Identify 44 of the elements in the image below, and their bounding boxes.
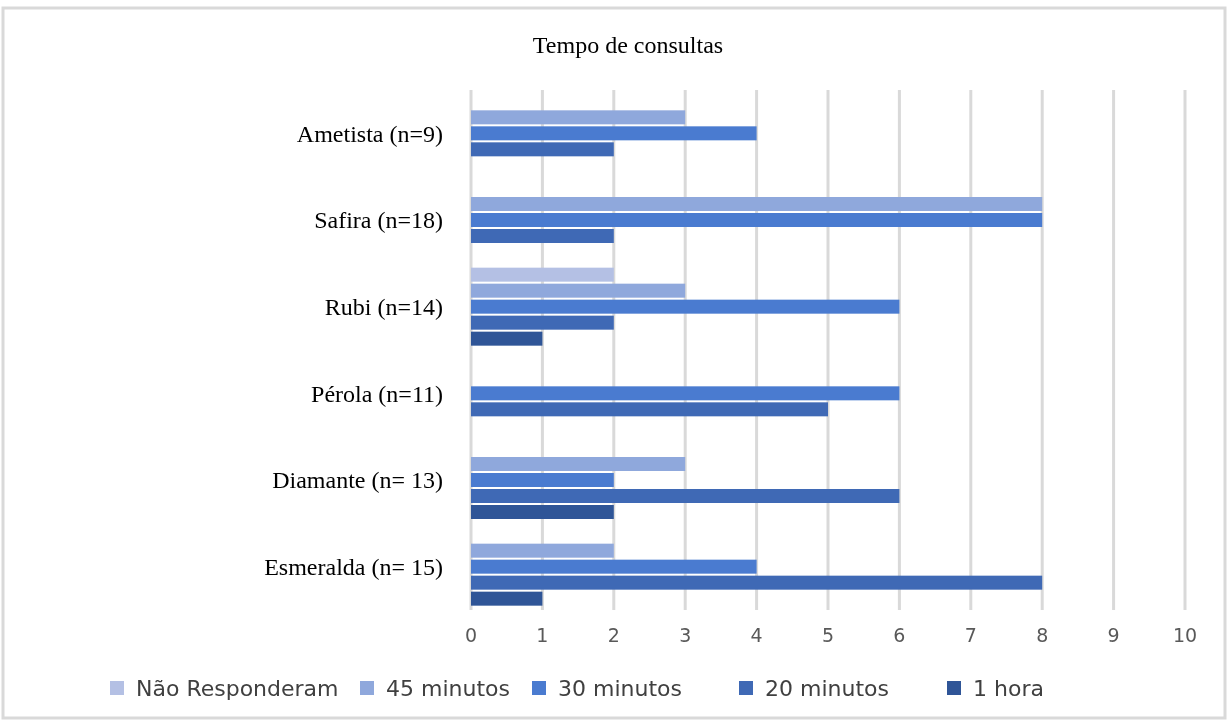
bar [471,197,1043,211]
bar [471,591,543,606]
x-tick-label: 4 [750,624,763,646]
bar [471,142,614,157]
y-tick-label: Diamante (n= 13) [272,467,443,494]
bar [471,559,757,574]
bar [471,489,900,503]
x-tick-label: 1 [536,624,549,646]
bar [471,543,614,558]
x-tick-label: 9 [1107,624,1120,646]
y-tick-label: Rubi (n=14) [324,294,443,321]
x-tick-label: 0 [464,624,478,646]
x-tick-label: 7 [964,624,977,646]
bar [471,575,1043,590]
bar [471,331,543,346]
legend-label: 30 minutos [558,675,682,701]
bar [471,505,614,519]
legend-label: 20 minutos [765,675,889,701]
x-tick-label: 10 [1172,624,1198,646]
x-tick-label: 5 [821,624,835,646]
bar [471,473,614,487]
bar [471,213,1043,227]
chart-title: Tempo de consultas [532,32,724,58]
bar [471,402,828,417]
legend-label: Não Responderam [136,675,339,701]
bar [471,457,686,471]
y-tick-label: Pérola (n=11) [311,380,443,407]
legend-label: 45 minutos [386,675,510,701]
x-tick-label: 8 [1036,624,1049,646]
legend-label: 1 hora [973,675,1044,701]
bar [471,229,614,243]
y-tick-label: Esmeralda (n= 15) [264,554,443,581]
bar [471,267,614,282]
bar [471,283,686,298]
x-tick-label: 6 [893,624,906,646]
bar [471,126,757,141]
y-tick-label: Safira (n=18) [314,207,443,234]
y-tick-label: Ametista (n=9) [296,120,443,147]
bar [471,110,686,125]
x-tick-label: 2 [607,624,620,646]
bar [471,315,614,330]
x-tick-label: 3 [679,624,692,646]
bar [471,299,900,314]
bar [471,386,900,401]
